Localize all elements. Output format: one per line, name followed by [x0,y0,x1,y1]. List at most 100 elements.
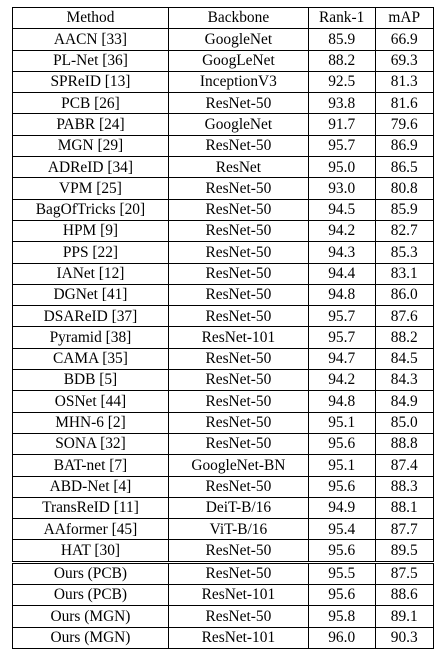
map-cell: 69.3 [374,49,434,72]
method-cell: OSNet [44] [12,390,169,413]
backbone-cell: ResNet-50 [167,283,309,307]
rank1-cell: 95.6 [307,432,376,456]
method-cell: IANet [12] [12,262,169,285]
header-backbone: Backbone [167,6,309,30]
table-row: CAMA [35] ResNet-50 94.7 84.5 [12,347,434,371]
header-rank1: Rank-1 [307,6,376,30]
method-cell: BagOfTricks [20] [12,198,169,221]
rank1-cell: 95.6 [307,539,376,563]
map-cell: 85.9 [374,198,434,221]
method-cell: VPM [25] [12,177,169,200]
rank1-cell: 93.8 [307,92,376,115]
map-cell: 84.5 [374,347,434,371]
map-cell: 83.1 [374,262,434,285]
method-cell: CAMA [35] [12,347,169,371]
table-row: AAformer [45] ViT-B/16 95.4 87.7 [12,518,434,541]
map-cell: 87.4 [374,454,434,477]
method-cell: SPReID [13] [12,70,169,94]
map-cell: 85.0 [374,411,434,434]
table-row: BAT-net [7] GoogleNet-BN 95.1 87.4 [12,454,434,477]
backbone-cell: ResNet-101 [167,326,309,349]
map-cell: 85.3 [374,241,434,264]
backbone-cell: ResNet [167,156,309,179]
header-row: Method Backbone Rank-1 mAP [12,6,434,30]
backbone-cell: ResNet-50 [167,241,309,264]
rank1-cell: 91.7 [307,113,376,136]
rank1-cell: 95.6 [307,475,376,498]
map-cell: 81.6 [374,92,434,115]
backbone-cell: ViT-B/16 [167,518,309,541]
table-row: ABD-Net [4] ResNet-50 95.6 88.3 [12,475,434,498]
table-row: ADReID [34] ResNet 95.0 86.5 [12,156,434,179]
map-cell: 84.3 [374,369,434,392]
ours-row: Ours (MGN) ResNet-50 95.8 89.1 [12,605,434,628]
backbone-cell: ResNet-50 [167,177,309,200]
table-row: SONA [32] ResNet-50 95.6 88.8 [12,432,434,456]
rank1-cell: 85.9 [307,28,376,51]
backbone-cell: ResNet-50 [167,347,309,371]
method-cell: AACN [33] [12,28,169,51]
method-cell: MHN-6 [2] [12,411,169,434]
backbone-cell: ResNet-50 [167,475,309,498]
rank1-cell: 94.3 [307,241,376,264]
table-row: SPReID [13] InceptionV3 92.5 81.3 [12,70,434,94]
backbone-cell: ResNet-101 [167,584,309,607]
map-cell: 88.6 [374,584,434,607]
rank1-cell: 88.2 [307,49,376,72]
backbone-cell: GoogleNet-BN [167,454,309,477]
method-cell: ABD-Net [4] [12,475,169,498]
header-map: mAP [374,6,434,30]
map-cell: 87.6 [374,305,434,328]
header-method: Method [12,6,169,30]
ours-row: Ours (PCB) ResNet-50 95.5 87.5 [12,560,434,586]
map-cell: 87.7 [374,518,434,541]
backbone-cell: ResNet-50 [167,305,309,328]
rank1-cell: 95.1 [307,454,376,477]
backbone-cell: ResNet-50 [167,605,309,628]
method-cell: DGNet [41] [12,283,169,307]
table-row: PABR [24] GoogleNet 91.7 79.6 [12,113,434,136]
rank1-cell: 95.4 [307,518,376,541]
map-cell: 88.2 [374,326,434,349]
backbone-cell: DeiT-B/16 [167,496,309,520]
map-cell: 90.3 [374,626,434,649]
table-row: DGNet [41] ResNet-50 94.8 86.0 [12,283,434,307]
rank1-cell: 94.4 [307,262,376,285]
backbone-cell: ResNet-50 [167,198,309,221]
backbone-cell: GoogLeNet [167,49,309,72]
table-row: MHN-6 [2] ResNet-50 95.1 85.0 [12,411,434,434]
table-row: HAT [30] ResNet-50 95.6 89.5 [12,539,434,563]
rank1-cell: 92.5 [307,70,376,94]
backbone-cell: ResNet-50 [167,262,309,285]
ours-row: Ours (PCB) ResNet-101 95.6 88.6 [12,584,434,607]
table-body: AACN [33] GoogleNet 85.9 66.9 PL-Net [36] Goo… [12,28,434,649]
rank1-cell: 95.8 [307,605,376,628]
map-cell: 89.5 [374,539,434,563]
results-table: Method Backbone Rank-1 mAP AACN [33] Goog… [12,6,434,649]
method-cell: SONA [32] [12,432,169,456]
method-cell: ADReID [34] [12,156,169,179]
table-row: IANet [12] ResNet-50 94.4 83.1 [12,262,434,285]
rank1-cell: 95.7 [307,134,376,158]
method-cell: BAT-net [7] [12,454,169,477]
rank1-cell: 94.7 [307,347,376,371]
table-row: PCB [26] ResNet-50 93.8 81.6 [12,92,434,115]
ours-row: Ours (MGN) ResNet-101 96.0 90.3 [12,626,434,649]
rank1-cell: 94.2 [307,219,376,243]
map-cell: 81.3 [374,70,434,94]
rank1-cell: 95.5 [307,560,376,586]
rank1-cell: 95.0 [307,156,376,179]
method-cell: HPM [9] [12,219,169,243]
backbone-cell: ResNet-50 [167,369,309,392]
table-row: BDB [5] ResNet-50 94.2 84.3 [12,369,434,392]
backbone-cell: InceptionV3 [167,70,309,94]
method-cell: Ours (PCB) [12,560,169,586]
map-cell: 88.1 [374,496,434,520]
backbone-cell: ResNet-50 [167,432,309,456]
backbone-cell: ResNet-50 [167,390,309,413]
map-cell: 80.8 [374,177,434,200]
table-header: Method Backbone Rank-1 mAP [12,6,434,30]
method-cell: PCB [26] [12,92,169,115]
method-cell: PABR [24] [12,113,169,136]
backbone-cell: ResNet-50 [167,539,309,563]
